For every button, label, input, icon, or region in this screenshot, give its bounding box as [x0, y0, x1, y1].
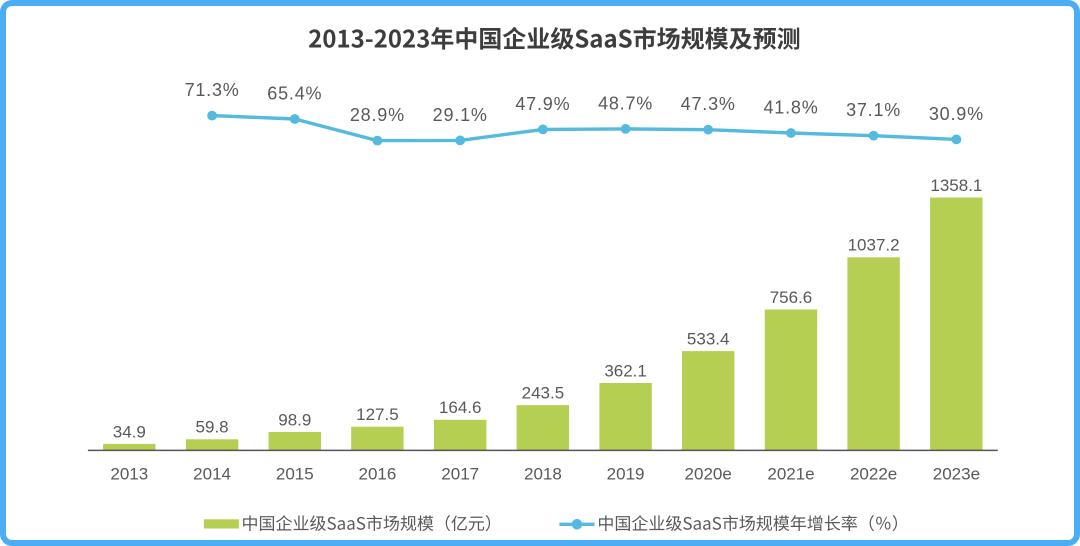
- svg-text:59.8: 59.8: [196, 418, 229, 437]
- svg-text:34.9: 34.9: [113, 422, 146, 441]
- svg-text:71.3%: 71.3%: [185, 80, 240, 100]
- svg-text:2018: 2018: [524, 465, 562, 484]
- svg-text:2017: 2017: [441, 465, 479, 484]
- svg-text:164.6: 164.6: [439, 398, 482, 417]
- svg-text:30.9%: 30.9%: [929, 104, 984, 124]
- svg-text:2021e: 2021e: [767, 465, 814, 484]
- svg-text:47.3%: 47.3%: [681, 94, 736, 114]
- svg-text:2013: 2013: [110, 465, 148, 484]
- svg-text:2014: 2014: [193, 465, 231, 484]
- svg-text:98.9: 98.9: [278, 410, 311, 429]
- svg-text:2020e: 2020e: [685, 465, 732, 484]
- svg-text:2016: 2016: [358, 465, 396, 484]
- svg-text:65.4%: 65.4%: [267, 84, 322, 104]
- svg-text:29.1%: 29.1%: [433, 105, 488, 125]
- svg-text:2015: 2015: [276, 465, 314, 484]
- svg-text:1358.1: 1358.1: [930, 176, 982, 195]
- svg-text:37.1%: 37.1%: [846, 100, 901, 120]
- svg-text:28.9%: 28.9%: [350, 105, 405, 125]
- svg-text:48.7%: 48.7%: [598, 93, 653, 113]
- svg-text:127.5: 127.5: [356, 405, 399, 424]
- svg-text:2022e: 2022e: [850, 465, 897, 484]
- svg-text:2019: 2019: [607, 465, 645, 484]
- svg-text:2023e: 2023e: [933, 465, 980, 484]
- svg-text:41.8%: 41.8%: [763, 98, 818, 118]
- svg-text:362.1: 362.1: [604, 361, 647, 380]
- svg-text:533.4: 533.4: [687, 330, 730, 349]
- svg-text:756.6: 756.6: [770, 288, 813, 307]
- svg-text:1037.2: 1037.2: [848, 236, 900, 255]
- svg-text:243.5: 243.5: [522, 384, 565, 403]
- svg-text:47.9%: 47.9%: [515, 94, 570, 114]
